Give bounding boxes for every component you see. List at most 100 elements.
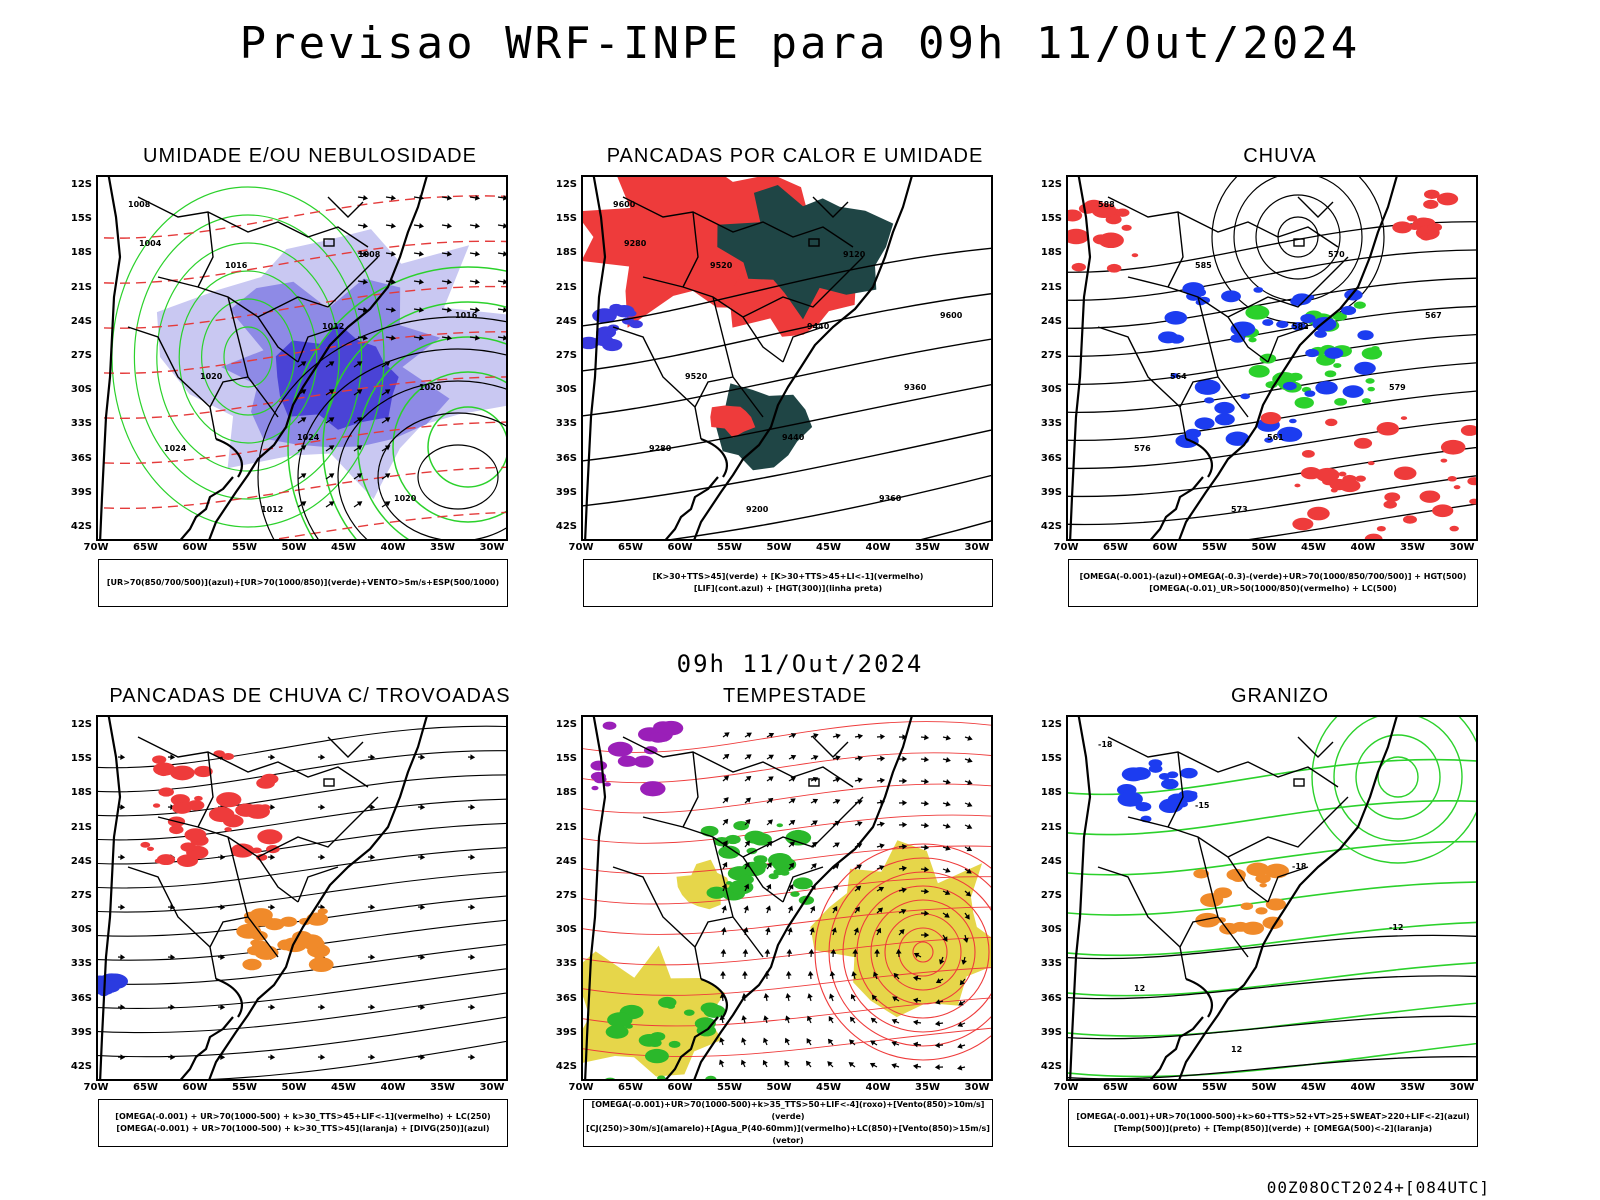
lon-tick-label: 40W <box>380 542 406 553</box>
contour-labels: -18 -15 -18 -12 12 12 <box>1098 740 1403 1054</box>
contour-labels: 9600 9520 9440 9360 9280 9200 9120 9600 9520 9440… <box>613 200 963 514</box>
lat-tick-label: 24S <box>1040 855 1062 867</box>
lat-tick-label: 39S <box>1040 486 1062 498</box>
contour-label: 9520 <box>710 261 733 270</box>
legend-box: [OMEGA(-0.001)+UR>70(1000-500)+k>35_TTS>… <box>583 1099 993 1147</box>
map-frame: 588 585 582 579 576 573 570 567 564 561 <box>1066 175 1478 541</box>
lat-tick-label: 27S <box>555 890 577 901</box>
streamlines-250 <box>98 725 506 1079</box>
lon-tick-label: 40W <box>1350 1082 1376 1093</box>
lon-tick-label: 60W <box>1152 542 1178 553</box>
lon-tick-label: 60W <box>667 542 693 553</box>
rain-blue-patches <box>1158 282 1376 448</box>
panel-title: UMIDADE E/OU NEBULOSIDADE <box>143 145 477 167</box>
lon-tick-label: 70W <box>1053 542 1079 553</box>
legend-box: [OMEGA(-0.001)-(azul)+OMEGA(-0.3)-(verde… <box>1068 559 1478 607</box>
lat-tick-label: 15S <box>555 753 577 765</box>
contour-label: 1020 <box>200 372 223 381</box>
convection-red-south <box>710 405 756 438</box>
lon-tick-label: 65W <box>1103 542 1128 553</box>
lat-tick-label: 15S <box>70 213 92 225</box>
lon-tick-label: 50W <box>1251 542 1277 553</box>
contour-label: 12 <box>1134 984 1145 993</box>
lat-tick-label: 30S <box>70 384 92 396</box>
panel-title: TEMPESTADE <box>722 685 868 707</box>
lon-tick-label: 45W <box>816 1082 841 1093</box>
lat-tick-label: 30S <box>1040 384 1062 396</box>
latitude-labels: 12S 15S 18S 21S 24S 27S 30S 33S 36S 39S 42S <box>1030 715 1062 1081</box>
lon-tick-label: 50W <box>766 1082 792 1093</box>
contour-label: 1012 <box>322 322 344 331</box>
panel-tempestade: TEMPESTADE 12S 15S 18S 21S 24S 27S 30S 33S 36S 39… <box>545 685 1045 1185</box>
lat-tick-label: 36S <box>70 452 92 464</box>
lon-tick-label: 55W <box>232 542 257 553</box>
map-canvas <box>583 717 991 1079</box>
contour-label: 585 <box>1195 261 1212 270</box>
lon-tick-label: 50W <box>1251 1082 1277 1093</box>
lon-tick-label: 35W <box>430 542 455 553</box>
rain-red-patches <box>1260 412 1476 539</box>
lat-tick-label: 33S <box>555 958 577 970</box>
contour-label: 1024 <box>297 433 320 442</box>
contour-label: 1020 <box>419 383 442 392</box>
lat-tick-label: 15S <box>1040 753 1062 765</box>
legend-line: [OMEGA(-0.001)+UR>70(1000-500)+k>60+TTS>… <box>1076 1112 1470 1121</box>
lon-tick-label: 35W <box>915 542 940 553</box>
lat-tick-label: 18S <box>555 247 577 259</box>
rain-red-patches-ne <box>1392 189 1459 241</box>
lat-tick-label: 42S <box>1040 521 1062 533</box>
legend-line: [OMEGA(-0.001) + UR>70(1000-500) + k>30_… <box>116 1124 490 1133</box>
lat-tick-label: 18S <box>555 787 577 799</box>
contour-label: 1016 <box>455 311 478 320</box>
lat-tick-label: 24S <box>555 855 577 867</box>
map-canvas: 1008 1016 1012 1020 1024 1012 1008 1016 1020 1024… <box>98 177 506 539</box>
lat-tick-label: 12S <box>555 719 577 730</box>
lifted-index-blue <box>583 303 643 352</box>
lat-tick-label: 39S <box>555 486 577 498</box>
contour-labels: 1008 1016 1012 1020 1024 1012 1008 1016 1020 1024… <box>128 200 478 514</box>
legend-line: [OMEGA(-0.01)_UR>50(1000/850)(vermelho) … <box>1149 584 1397 593</box>
legend-line: [LIF](cont.azul) + [HGT(300)](linha pret… <box>693 584 883 593</box>
temp-500-contours <box>1068 934 1476 1079</box>
lat-tick-label: 12S <box>70 179 92 190</box>
contour-label: -18 <box>1098 740 1113 749</box>
lat-tick-label: 12S <box>1040 719 1062 730</box>
lon-tick-label: 40W <box>1350 542 1376 553</box>
lat-tick-label: 18S <box>70 787 92 799</box>
coastline-borders <box>99 177 428 539</box>
contour-label: 582 <box>1292 322 1309 331</box>
legend-box: [OMEGA(-0.001)+UR>70(1000-500)+k>60+TTS>… <box>1068 1099 1478 1147</box>
contour-label: 9120 <box>843 250 866 259</box>
contour-label: 9360 <box>879 494 902 503</box>
lat-tick-label: 30S <box>1040 924 1062 936</box>
lon-tick-label: 70W <box>568 542 594 553</box>
lon-tick-label: 50W <box>281 542 307 553</box>
lon-tick-label: 30W <box>479 1082 505 1093</box>
lat-tick-label: 39S <box>70 486 92 498</box>
panel-granizo: GRANIZO 12S 15S 18S 21S 24S 27S 30S 33S 36S 39S 42… <box>1030 685 1530 1185</box>
state-borders <box>1097 196 1349 440</box>
lat-tick-label: 21S <box>555 821 577 833</box>
lat-tick-label: 27S <box>70 350 92 361</box>
lat-tick-label: 27S <box>70 890 92 901</box>
lat-tick-label: 27S <box>1040 890 1062 901</box>
map-frame: 9600 9520 9440 9360 9280 9200 9120 9600 9520 9440… <box>581 175 993 541</box>
coastline-borders <box>1069 177 1398 539</box>
contour-label: 9280 <box>649 444 672 453</box>
lat-tick-label: 36S <box>555 452 577 464</box>
panel-title: PANCADAS DE CHUVA C/ TROVOADAS <box>109 685 511 707</box>
contour-label: 9600 <box>940 311 963 320</box>
lat-tick-label: 21S <box>1040 281 1062 293</box>
lon-tick-label: 50W <box>766 542 792 553</box>
latitude-labels: 12S 15S 18S 21S 24S 27S 30S 33S 36S 39S 42S <box>545 175 577 541</box>
lat-tick-label: 42S <box>70 521 92 533</box>
contour-label: 1008 <box>128 200 151 209</box>
convection-dark-green-south <box>716 383 813 471</box>
lat-tick-label: 42S <box>1040 1061 1062 1073</box>
lat-tick-label: 21S <box>70 281 92 293</box>
contour-label: 1024 <box>164 444 187 453</box>
lon-tick-label: 35W <box>430 1082 455 1093</box>
lon-tick-label: 30W <box>964 1082 990 1093</box>
lon-tick-label: 45W <box>1301 1082 1326 1093</box>
lon-tick-label: 55W <box>1202 542 1227 553</box>
